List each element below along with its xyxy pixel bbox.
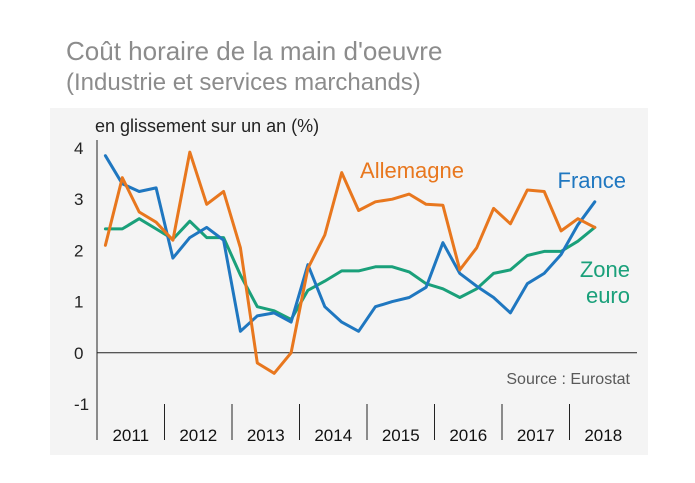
x-tick-label: 2012 (179, 426, 217, 445)
chart-panel (50, 108, 648, 455)
x-tick-label: 2014 (314, 426, 352, 445)
y-tick-label: 2 (74, 241, 83, 260)
x-tick-label: 2013 (247, 426, 285, 445)
series-label-zone-euro: Zone euro (580, 257, 630, 308)
series-line-allemagne (103, 150, 597, 375)
series-label-france: France (558, 168, 626, 193)
y-axis-label: en glissement sur un an (%) (95, 116, 319, 136)
chart-subtitle: (Industrie et services marchands) (66, 69, 421, 96)
series-line-france (103, 154, 597, 333)
source-note: Source : Eurostat (506, 371, 630, 388)
y-tick-label: 3 (74, 190, 83, 209)
y-tick-label: 1 (74, 293, 83, 312)
series-label-allemagne: Allemagne (360, 158, 464, 183)
x-tick-label: 2011 (112, 426, 149, 445)
x-tick-label: 2017 (517, 426, 555, 445)
series-line-zone-euro (103, 217, 597, 321)
x-tick-label: 2015 (382, 426, 420, 445)
y-tick-label: 4 (74, 139, 83, 158)
chart-title: Coût horaire de la main d'oeuvre (66, 36, 443, 66)
x-tick-label: 2016 (449, 426, 487, 445)
x-tick-label: 2018 (584, 426, 622, 445)
y-tick-label: 0 (74, 344, 83, 363)
y-tick-label: -1 (74, 395, 89, 414)
